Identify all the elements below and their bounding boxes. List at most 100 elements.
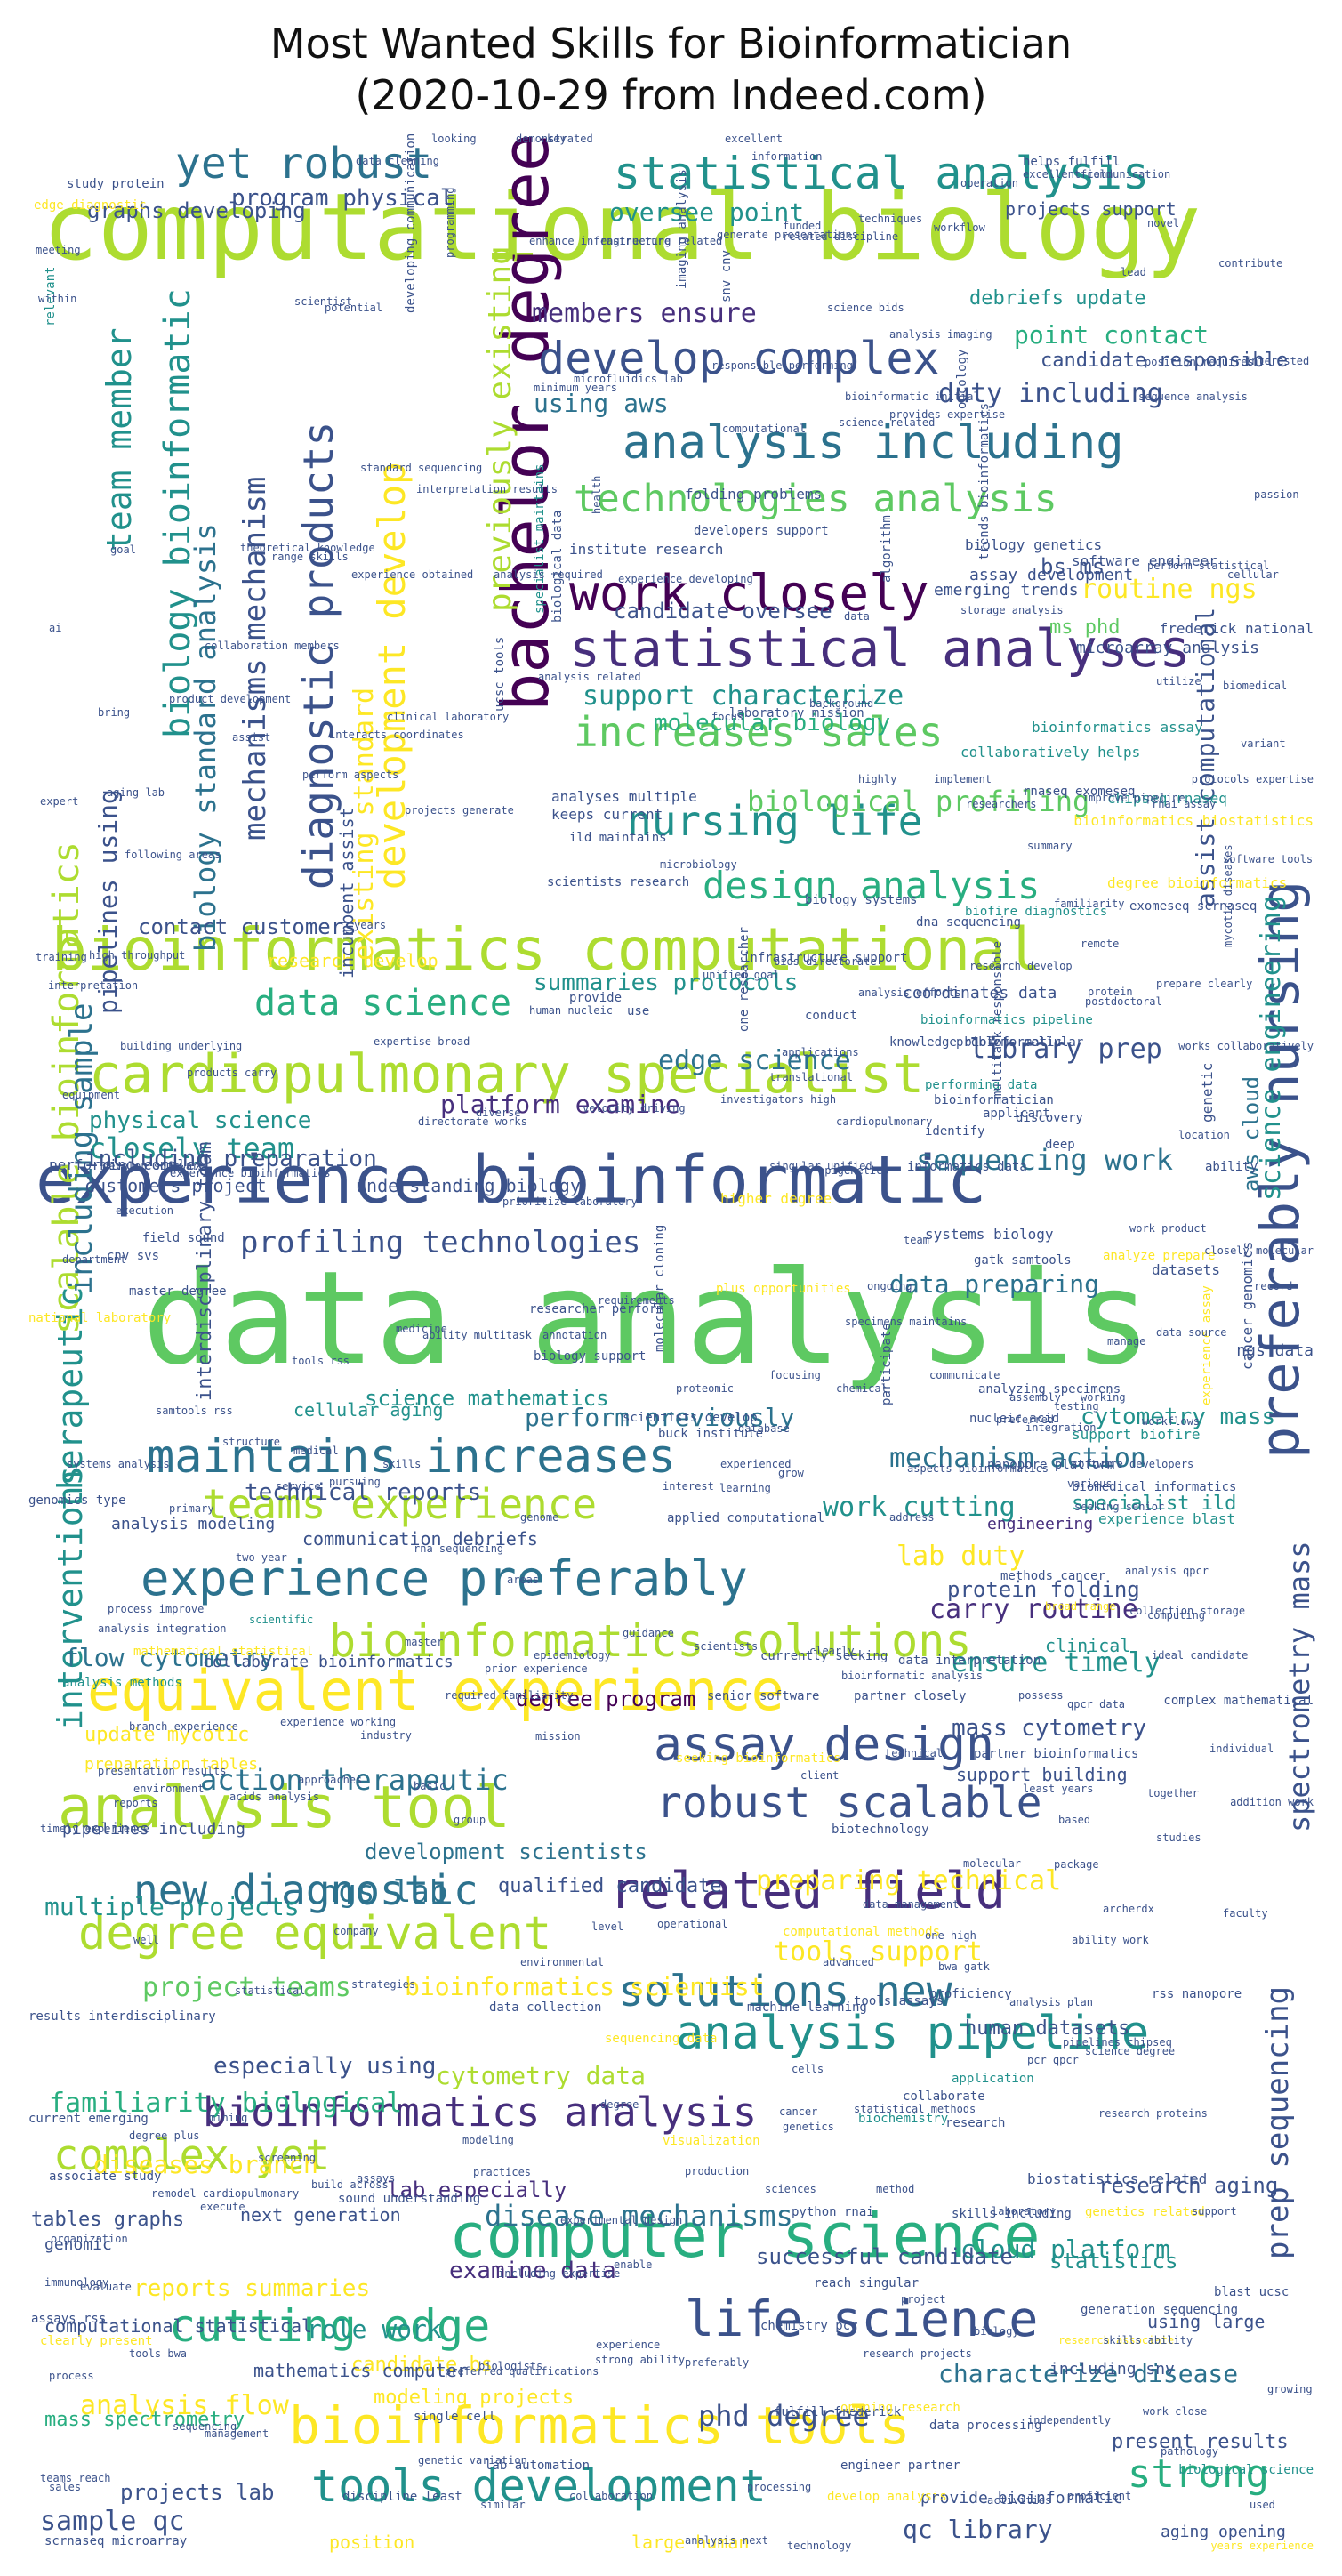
word-scientists-research: scientists research bbox=[547, 875, 690, 890]
word-discovery: discovery bbox=[1016, 1111, 1083, 1125]
word-computational: computational bbox=[722, 423, 806, 435]
word-preferably: preferably bbox=[685, 2356, 750, 2369]
word-analysis-qpcr: analysis qpcr bbox=[1125, 1565, 1209, 1577]
word-clinical-laboratory: clinical laboratory bbox=[387, 711, 510, 723]
word-computational-statistical: computational statistical bbox=[44, 2315, 313, 2337]
word-analysis-integration: analysis integration bbox=[98, 1622, 227, 1635]
word-experience: experience bbox=[596, 2339, 661, 2351]
word-field-sound: field sound bbox=[142, 1231, 225, 1245]
word-analysis-tool: analysis tool bbox=[58, 1775, 510, 1841]
word-highly: highly bbox=[858, 773, 897, 785]
word-higher-degree: higher degree bbox=[720, 1190, 832, 1207]
word-preparation-tables: preparation tables bbox=[84, 1755, 259, 1774]
word-graphs-developing: graphs developing bbox=[87, 198, 306, 223]
word-prioritize-laboratory: prioritize laboratory bbox=[502, 1195, 638, 1208]
word-scientists-develop: scientists develop bbox=[623, 1411, 758, 1425]
word-members-ensure: members ensure bbox=[532, 298, 757, 329]
word-within: within bbox=[38, 293, 77, 305]
word-bioinformatics-analysis: bioinformatics analysis bbox=[203, 2089, 758, 2136]
word-study-protein: study protein bbox=[67, 177, 165, 191]
word-bioinformatic-initial: bioinformatic initial bbox=[845, 390, 980, 403]
word-analysis-methods: analysis methods bbox=[62, 1676, 182, 1690]
word-library-prep: library prep bbox=[969, 1034, 1162, 1065]
word-proteomic: proteomic bbox=[676, 1382, 735, 1395]
word-production: production bbox=[685, 2165, 750, 2178]
word-samtools-rss: samtools rss bbox=[156, 1405, 233, 1417]
word-ongoing: ongoing bbox=[867, 1280, 912, 1292]
word-machine-learning: machine learning bbox=[747, 2000, 867, 2015]
word-systems-biology: systems biology bbox=[925, 1226, 1054, 1243]
word-process-improve: process improve bbox=[108, 1603, 205, 1615]
word-teams-experience: teams experience bbox=[203, 1480, 598, 1528]
word-human-nucleic: human nucleic bbox=[529, 1004, 613, 1017]
word-candidate-bs: candidate bs bbox=[351, 2354, 493, 2376]
word-assays: assays bbox=[357, 2172, 396, 2185]
word-platform-examine: platform examine bbox=[440, 1090, 680, 1119]
word-genomics-type: genomics type bbox=[28, 1493, 126, 1508]
word-biostatistics-related: biostatistics related bbox=[1027, 2170, 1208, 2187]
word-assays-rss: assays rss bbox=[31, 2312, 107, 2326]
word-protocols-expertise: protocols expertise bbox=[1191, 773, 1314, 785]
word-coordinates-data: coordinates data bbox=[903, 984, 1057, 1002]
word-new-diagnostic: new diagnostic bbox=[133, 1866, 478, 1914]
word-ideal-candidate: ideal candidate bbox=[1152, 1649, 1249, 1662]
word-ability-multitask: ability multitask bbox=[422, 1329, 532, 1341]
word-technical: technical bbox=[885, 1747, 944, 1759]
word-bioinformatics-assay: bioinformatics assay bbox=[1032, 719, 1203, 736]
word-expertise-broad: expertise broad bbox=[374, 1035, 470, 1048]
word-rss-nanopore: rss nanopore bbox=[1152, 1987, 1242, 2001]
word-basic: basic bbox=[414, 1780, 446, 1792]
word-analysis-imaging: analysis imaging bbox=[889, 328, 992, 341]
word-pipelines-chipseq: pipelines chipseq bbox=[1063, 2036, 1172, 2049]
word-work-closely: work closely bbox=[569, 565, 929, 623]
word-deep: deep bbox=[1045, 1138, 1075, 1152]
word-building-underlying: building underlying bbox=[120, 1040, 243, 1052]
word-preparing-technical: preparing technical bbox=[756, 1865, 1062, 1896]
word-update-mycotic: update mycotic bbox=[84, 1724, 250, 1746]
word-data-collection: data collection bbox=[489, 2000, 602, 2015]
word-specialist-ild: specialist ild bbox=[1072, 1493, 1237, 1515]
word-edge-science: edge science bbox=[658, 1045, 851, 1076]
word-interacts-coordinates: interacts coordinates bbox=[329, 729, 464, 741]
word-develop-analysis: develop analysis bbox=[827, 2490, 947, 2504]
word-lab-duty: lab duty bbox=[896, 1541, 1025, 1572]
word-guidance: guidance bbox=[623, 1627, 674, 1639]
word-cutting-edge: cutting edge bbox=[169, 2300, 491, 2352]
word-required-familiarity: required familiarity bbox=[445, 1689, 574, 1702]
word-cnv-svs: cnv svs bbox=[107, 1249, 160, 1263]
word-infrastructure-support: infrastructure support bbox=[743, 951, 908, 965]
word-analysis-related: analysis related bbox=[538, 671, 641, 683]
word-velocity-driving: velocity driving bbox=[583, 1102, 686, 1115]
word-possess: possess bbox=[1018, 1689, 1064, 1702]
word-degree-plus: degree plus bbox=[129, 2129, 200, 2142]
word-data-source: data source bbox=[1156, 1326, 1227, 1339]
word-package: package bbox=[1054, 1858, 1099, 1871]
word-genetic-variation: genetic variation bbox=[418, 2454, 527, 2467]
word-activities: activities bbox=[987, 2494, 1052, 2507]
word-field: field bbox=[1081, 168, 1113, 181]
word-theoretical-knowledge: theoretical knowledge bbox=[240, 542, 375, 554]
word-addition-work: addition work bbox=[1230, 1796, 1314, 1808]
word-opening-research: opening research bbox=[840, 2401, 960, 2415]
word-teams-reach: teams reach bbox=[40, 2472, 111, 2484]
word-experience-blast: experience blast bbox=[1098, 1510, 1236, 1527]
word-primary: primary bbox=[169, 1502, 214, 1515]
word-following-areas: following areas bbox=[125, 849, 221, 861]
word-blast-ucsc: blast ucsc bbox=[1214, 2285, 1290, 2299]
word-position-requires: position requires bbox=[1145, 356, 1254, 368]
word-programming: programming bbox=[444, 187, 456, 258]
title-line-2: (2020-10-29 from Indeed.com) bbox=[355, 71, 987, 119]
word-carry-routine: carry routine bbox=[929, 1594, 1138, 1625]
word-bring: bring bbox=[98, 706, 131, 719]
word-analysis-flow: analysis flow bbox=[80, 2390, 289, 2421]
word-projects-lab: projects lab bbox=[120, 2480, 275, 2505]
word-immunology: immunology bbox=[44, 2276, 109, 2289]
word-including-expertise: including expertise bbox=[498, 2267, 621, 2280]
word-laboratory-mission: laboratory mission bbox=[729, 706, 864, 720]
word-folding-problems: folding problems bbox=[685, 486, 823, 503]
word-individual: individual bbox=[1209, 1743, 1274, 1755]
word-company: company bbox=[333, 1925, 379, 1937]
word-management: management bbox=[205, 2427, 269, 2440]
word-fulfill-frederick: fulfill frederick bbox=[774, 2405, 902, 2419]
word-master-degree: master degree bbox=[129, 1284, 227, 1299]
